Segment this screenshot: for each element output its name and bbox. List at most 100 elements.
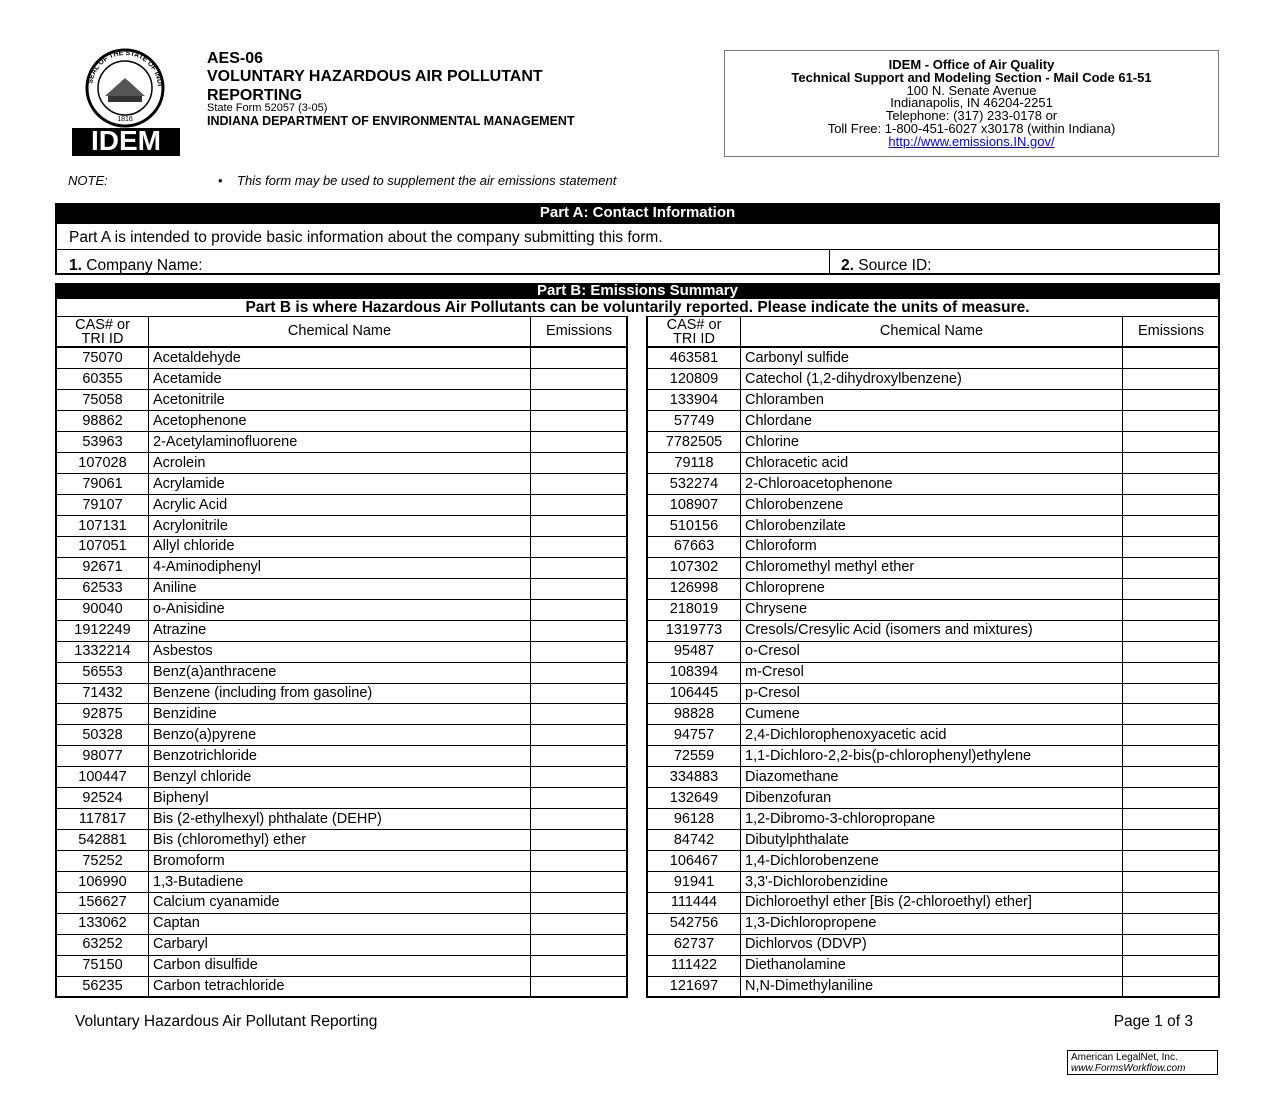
cas-number: 106445 xyxy=(646,683,741,705)
emissions-input[interactable] xyxy=(1123,683,1220,705)
chemical-name: Bis (chloromethyl) ether xyxy=(149,829,531,852)
emissions-input[interactable] xyxy=(1123,641,1220,663)
emissions-input[interactable] xyxy=(531,515,628,537)
emissions-input[interactable] xyxy=(531,766,628,789)
emissions-input[interactable] xyxy=(531,829,628,852)
emissions-input[interactable] xyxy=(1123,473,1220,496)
chemical-name: Biphenyl xyxy=(149,787,531,810)
emissions-input[interactable] xyxy=(531,913,628,935)
emissions-input[interactable] xyxy=(531,955,628,977)
emissions-input[interactable] xyxy=(531,368,628,391)
emissions-input[interactable] xyxy=(1123,662,1220,684)
chemical-name: Carbon tetrachloride xyxy=(149,976,531,998)
emissions-input[interactable] xyxy=(1123,620,1220,642)
emissions-input[interactable] xyxy=(531,787,628,810)
emissions-input[interactable] xyxy=(1123,515,1220,537)
cas-number: 53963 xyxy=(55,431,149,454)
chemical-name: Catechol (1,2-dihydroxylbenzene) xyxy=(741,368,1123,391)
emissions-input[interactable] xyxy=(531,808,628,831)
emissions-input[interactable] xyxy=(1123,787,1220,810)
emissions-input[interactable] xyxy=(531,578,628,600)
emissions-input[interactable] xyxy=(1123,410,1220,433)
chemical-name: N,N-Dimethylaniline xyxy=(741,976,1123,998)
emissions-input[interactable] xyxy=(531,641,628,663)
cas-number: 62533 xyxy=(55,578,149,600)
note-text: This form may be used to supplement the … xyxy=(237,173,617,188)
emissions-input[interactable] xyxy=(1123,871,1220,893)
emissions-input[interactable] xyxy=(531,348,628,370)
cas-number: 107051 xyxy=(55,536,149,558)
cas-number: 75150 xyxy=(55,955,149,977)
emissions-input[interactable] xyxy=(1123,829,1220,852)
emissions-input[interactable] xyxy=(1123,536,1220,558)
cas-number: 100447 xyxy=(55,766,149,789)
emissions-input[interactable] xyxy=(1123,389,1220,412)
emissions-input[interactable] xyxy=(531,536,628,558)
emissions-input[interactable] xyxy=(1123,557,1220,579)
emissions-input[interactable] xyxy=(1123,766,1220,789)
emissions-input[interactable] xyxy=(1123,808,1220,831)
cas-number: 72559 xyxy=(646,745,741,768)
emissions-input[interactable] xyxy=(531,703,628,726)
emissions-input[interactable] xyxy=(531,410,628,433)
cas-number: 463581 xyxy=(646,348,741,370)
emissions-input[interactable] xyxy=(1123,745,1220,768)
chemical-name: 1,2-Dibromo-3-chloropropane xyxy=(741,808,1123,831)
emissions-input[interactable] xyxy=(531,871,628,893)
cas-number: 1912249 xyxy=(55,620,149,642)
emissions-input[interactable] xyxy=(1123,452,1220,475)
divider xyxy=(829,249,830,273)
chemical-name: Acrylonitrile xyxy=(149,515,531,537)
cas-number: 107302 xyxy=(646,557,741,579)
chemical-name: Acrolein xyxy=(149,452,531,475)
telephone: Telephone: (317) 233-0178 or xyxy=(885,108,1058,124)
emissions-input[interactable] xyxy=(1123,955,1220,977)
form-title: REPORTING xyxy=(207,87,303,104)
emissions-input[interactable] xyxy=(1123,703,1220,726)
cas-number: 108907 xyxy=(646,494,741,517)
chemical-name: Chloroprene xyxy=(741,578,1123,600)
emissions-input[interactable] xyxy=(1123,892,1220,914)
emissions-input[interactable] xyxy=(1123,599,1220,621)
field-label: Source ID: xyxy=(858,257,932,274)
emissions-input[interactable] xyxy=(531,662,628,684)
cas-number: 542756 xyxy=(646,913,741,935)
emissions-input[interactable] xyxy=(531,850,628,872)
website-link[interactable]: http://www.emissions.IN.gov/ xyxy=(888,133,1055,149)
emissions-input[interactable] xyxy=(531,473,628,496)
emissions-input[interactable] xyxy=(1123,348,1220,370)
emissions-input[interactable] xyxy=(531,745,628,768)
emissions-input[interactable] xyxy=(531,724,628,747)
vendor: American LegalNet, Inc. xyxy=(1071,1052,1178,1063)
emissions-input[interactable] xyxy=(531,892,628,914)
vendor-url: www.FormsWorkflow.com xyxy=(1071,1063,1186,1074)
chemical-name: Carbonyl sulfide xyxy=(741,348,1123,370)
emissions-input[interactable] xyxy=(1123,368,1220,391)
emissions-input[interactable] xyxy=(1123,431,1220,454)
emissions-input[interactable] xyxy=(1123,913,1220,935)
emissions-input[interactable] xyxy=(531,683,628,705)
emissions-input[interactable] xyxy=(531,599,628,621)
emissions-input[interactable] xyxy=(531,934,628,956)
emissions-input[interactable] xyxy=(531,557,628,579)
note-label: NOTE: xyxy=(68,173,108,188)
emissions-input[interactable] xyxy=(1123,976,1220,998)
emissions-input[interactable] xyxy=(1123,578,1220,600)
emissions-input[interactable] xyxy=(1123,934,1220,956)
emissions-input[interactable] xyxy=(1123,494,1220,517)
chemical-name: Benzo(a)pyrene xyxy=(149,724,531,747)
chemical-name: Chloracetic acid xyxy=(741,452,1123,475)
emissions-input[interactable] xyxy=(531,494,628,517)
emissions-input[interactable] xyxy=(531,431,628,454)
form-code: AES-06 xyxy=(207,50,264,67)
cas-number: 111444 xyxy=(646,892,741,914)
emissions-input[interactable] xyxy=(531,976,628,998)
emissions-input[interactable] xyxy=(531,389,628,412)
form-title: VOLUNTARY HAZARDOUS AIR POLLUTANT xyxy=(207,68,543,85)
emissions-input[interactable] xyxy=(531,620,628,642)
emissions-input[interactable] xyxy=(531,452,628,475)
emissions-input[interactable] xyxy=(1123,850,1220,872)
emissions-input[interactable] xyxy=(1123,724,1220,747)
chemical-name: Chloramben xyxy=(741,389,1123,412)
cas-number: 133062 xyxy=(55,913,149,935)
